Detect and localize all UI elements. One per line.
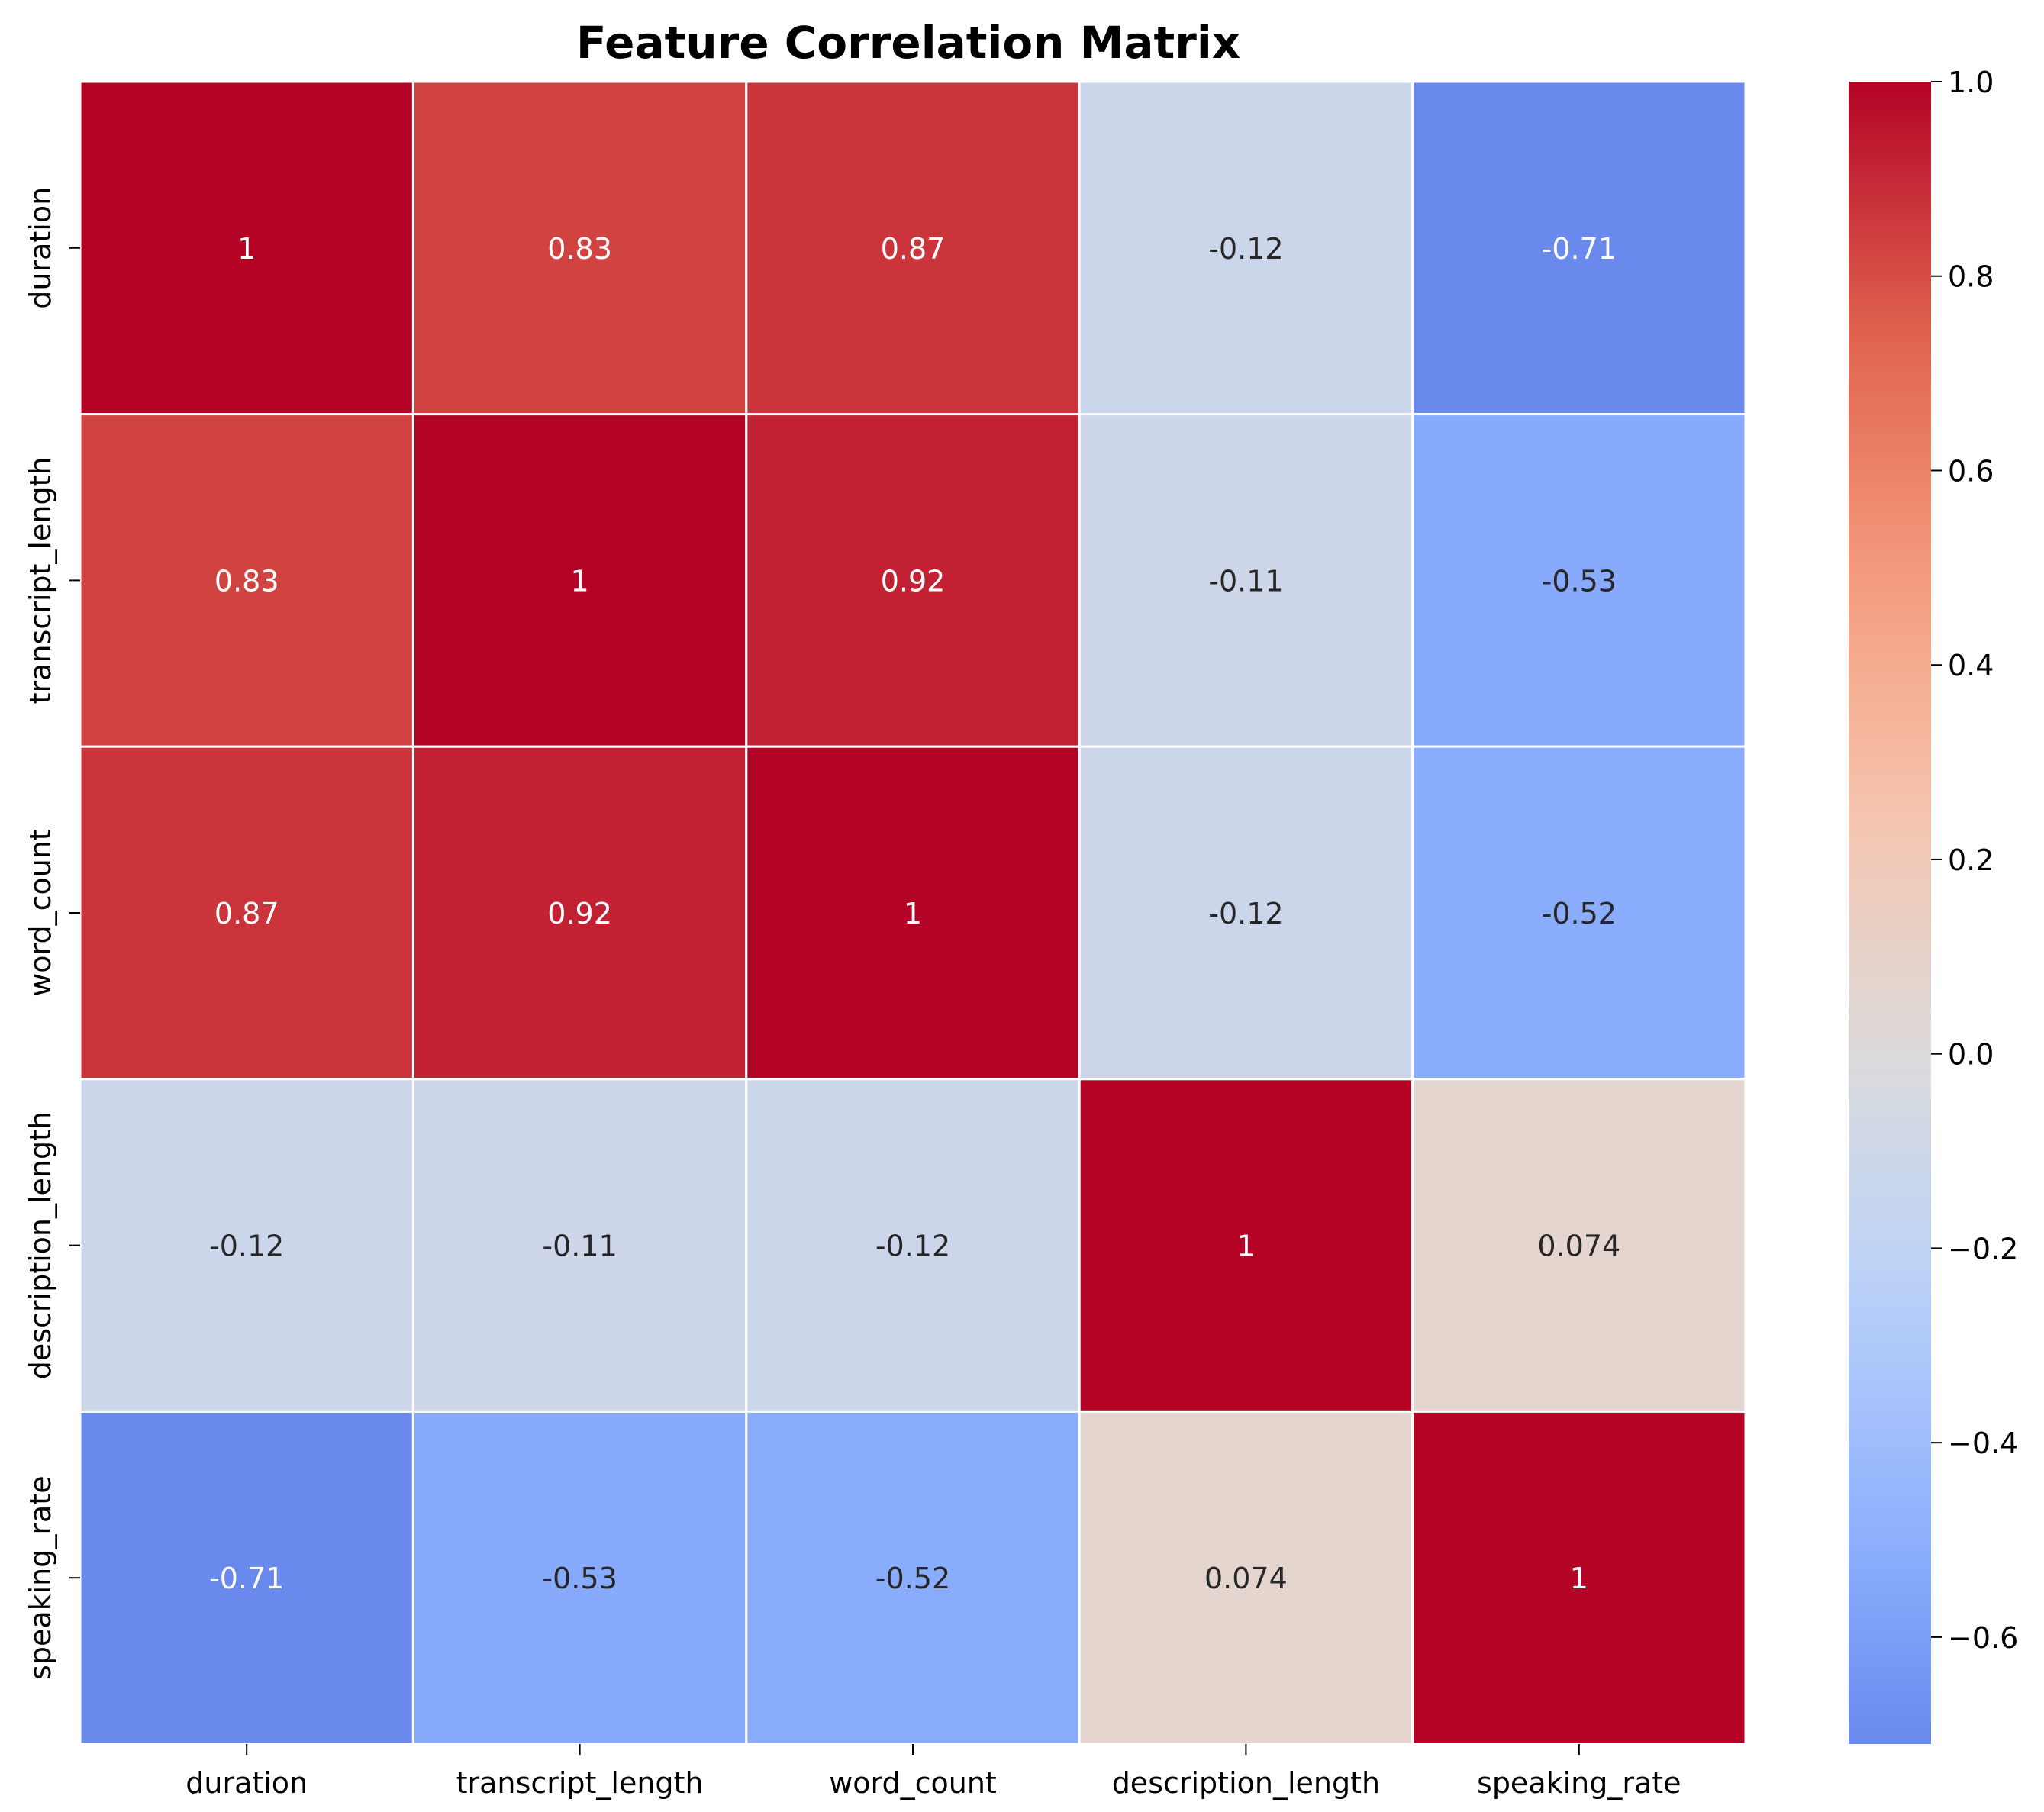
cell-value-label: 0.074 <box>1537 1230 1620 1263</box>
x-tick-label: transcript_length <box>456 1766 704 1800</box>
heatmap-cell <box>411 413 748 748</box>
heatmap-cell <box>1078 80 1414 416</box>
heatmap-cell <box>745 1078 1081 1413</box>
x-tick-label: speaking_rate <box>1477 1766 1681 1800</box>
heatmap-cell <box>1411 745 1747 1081</box>
heatmap-cell <box>79 413 414 748</box>
cell-value-label: 0.92 <box>547 897 612 930</box>
colorbar-tick-label: 0.4 <box>1948 649 1994 682</box>
cell-value-label: 0.87 <box>881 232 946 266</box>
heatmap-cell <box>79 1410 414 1746</box>
cell-value-label: 0.83 <box>214 564 279 598</box>
cell-value-label: 0.074 <box>1204 1562 1288 1595</box>
colorbar-tick-label: 0.6 <box>1948 454 1994 488</box>
colorbar-tick-label: 1.0 <box>1948 66 1994 99</box>
cell-value-label: -0.12 <box>875 1230 950 1263</box>
heatmap-cell <box>1078 745 1414 1081</box>
heatmap-cell <box>745 1410 1081 1746</box>
cell-value-label: -0.52 <box>1542 897 1617 930</box>
heatmap-cell <box>745 80 1081 416</box>
heatmap-cell <box>411 1410 748 1746</box>
cell-value-label: -0.52 <box>875 1562 950 1595</box>
x-tick-label: word_count <box>829 1766 997 1800</box>
cell-value-label: 1 <box>904 897 922 930</box>
colorbar-tick-label: 0.8 <box>1948 260 1994 294</box>
y-tick-label: duration <box>24 187 57 309</box>
heatmap-grid <box>79 80 1747 1746</box>
y-tick-label: transcript_length <box>24 456 57 704</box>
cell-value-label: -0.12 <box>209 1230 284 1263</box>
heatmap-cell <box>745 413 1081 748</box>
cell-value-label: 1 <box>237 232 256 266</box>
heatmap-cell <box>1411 413 1747 748</box>
cell-value-label: -0.71 <box>209 1562 284 1595</box>
y-tick-label: word_count <box>24 829 57 997</box>
heatmap-cell <box>411 1078 748 1413</box>
heatmap-cell <box>79 80 414 416</box>
y-tick-label: speaking_rate <box>24 1475 57 1680</box>
chart-title: Feature Correlation Matrix <box>576 17 1240 69</box>
cell-value-label: 0.83 <box>547 232 612 266</box>
heatmap-cell <box>1078 1078 1414 1413</box>
cell-value-label: -0.53 <box>542 1562 617 1595</box>
cell-value-label: -0.12 <box>1208 897 1283 930</box>
colorbar: 1.0 0.8 0.6 0.4 0.2 0.0 −0.2 −0.4 −0.6 <box>1849 66 2018 1744</box>
cell-value-label: -0.71 <box>1542 232 1617 266</box>
heatmap-cell <box>1411 1410 1747 1746</box>
x-tick-label: description_length <box>1112 1766 1380 1800</box>
y-axis: duration transcript_length word_countdescr… <box>24 187 80 1680</box>
cell-value-label: -0.53 <box>1542 564 1617 598</box>
cell-annotations: 1 0.83 0.87 -0.12 -0.71 0.83 1 0.92 -0.11 -0.53 0.… <box>209 232 1620 1595</box>
x-axis: duration transcript_length word_count descr… <box>185 1744 1681 1800</box>
x-tick-label: duration <box>185 1766 308 1800</box>
cell-value-label: 1 <box>1570 1562 1588 1595</box>
colorbar-tick-label: 0.2 <box>1948 843 1994 877</box>
cell-value-label: 0.92 <box>881 564 946 598</box>
colorbar-tick-label: −0.4 <box>1948 1427 2018 1460</box>
cell-value-label: 0.87 <box>214 897 279 930</box>
cell-value-label: -0.12 <box>1208 232 1283 266</box>
heatmap-cell <box>1411 80 1747 416</box>
heatmap-cell <box>1411 1078 1747 1413</box>
heatmap-cell <box>411 80 748 416</box>
colorbar-tick-label: −0.2 <box>1948 1232 2018 1265</box>
heatmap-cell <box>745 745 1081 1081</box>
colorbar-tick-label: 0.0 <box>1948 1038 1994 1072</box>
cell-value-label: -0.11 <box>542 1230 617 1263</box>
colorbar-tick-label: −0.6 <box>1948 1621 2018 1655</box>
cell-value-label: 1 <box>571 564 589 598</box>
cell-value-label: -0.11 <box>1208 564 1283 598</box>
colorbar-gradient <box>1849 82 1931 1744</box>
heatmap-cell <box>411 745 748 1081</box>
y-tick-label: description_length <box>24 1111 57 1379</box>
cell-value-label: 1 <box>1236 1230 1255 1263</box>
